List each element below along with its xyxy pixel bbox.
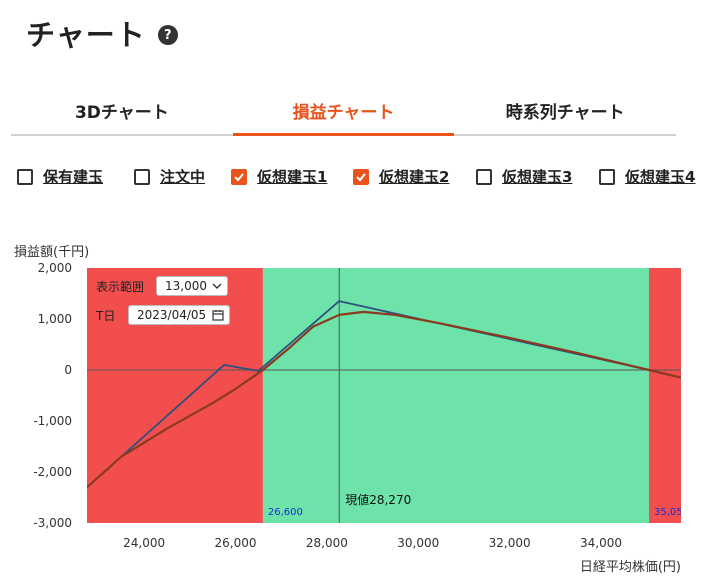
- x-tick-label: 28,000: [306, 536, 348, 550]
- checkbox-item[interactable]: 仮想建玉3: [476, 166, 572, 187]
- y-tick-label: -3,000: [33, 516, 72, 530]
- checkbox-label[interactable]: 仮想建玉2: [379, 168, 450, 186]
- y-tick-label: -1,000: [33, 414, 72, 428]
- checkbox-item[interactable]: 注文中: [134, 166, 205, 187]
- checkbox-label[interactable]: 注文中: [160, 168, 206, 186]
- loss-zone: [649, 268, 681, 523]
- checkbox-item[interactable]: 保有建玉: [17, 166, 103, 187]
- tdate-control: T日 2023/04/05: [96, 305, 230, 325]
- x-tick-label: 30,000: [397, 536, 439, 550]
- checkbox[interactable]: [476, 168, 492, 185]
- range-value: 13,000: [165, 279, 207, 293]
- page-header: チャート ?: [26, 12, 178, 54]
- checkbox[interactable]: [599, 168, 615, 185]
- calendar-icon: [212, 310, 224, 321]
- y-tick-label: 1,000: [38, 312, 72, 326]
- breakeven-label: 35,050: [654, 507, 689, 518]
- checkbox-label[interactable]: 保有建玉: [43, 168, 104, 186]
- help-icon[interactable]: ?: [157, 25, 178, 45]
- range-select[interactable]: 13,000: [156, 276, 228, 296]
- y-tick-label: 0: [64, 363, 72, 377]
- x-axis-label: 日経平均株価(円): [579, 560, 681, 575]
- checkbox-label[interactable]: 仮想建玉4: [625, 168, 696, 186]
- checkbox[interactable]: [17, 168, 33, 185]
- checkbox-item[interactable]: 仮想建玉2: [353, 166, 449, 187]
- checkbox-label[interactable]: 仮想建玉3: [502, 168, 573, 186]
- check-icon: [356, 172, 366, 181]
- tab-3d-chart[interactable]: 3Dチャート: [74, 103, 169, 123]
- tdate-label: T日: [96, 308, 116, 323]
- tab-timeseries-chart[interactable]: 時系列チャート: [505, 103, 625, 123]
- checkbox[interactable]: [353, 168, 369, 185]
- x-tick-label: 26,000: [215, 536, 257, 550]
- x-tick-label: 34,000: [580, 536, 622, 550]
- profit-zone: [262, 268, 650, 523]
- x-tick-label: 24,000: [123, 536, 165, 550]
- y-axis-label: 損益額(千円): [14, 245, 90, 260]
- y-tick-label: -2,000: [33, 465, 72, 479]
- checkbox-label[interactable]: 仮想建玉1: [257, 168, 328, 186]
- x-tick-label: 32,000: [489, 536, 531, 550]
- breakeven-label: 26,600: [268, 507, 303, 518]
- tdate-input[interactable]: 2023/04/05: [128, 305, 230, 325]
- chevron-down-icon: [212, 283, 222, 289]
- tab-pl-chart[interactable]: 損益チャート: [232, 88, 455, 136]
- checkbox-item[interactable]: 仮想建玉1: [231, 166, 327, 187]
- range-label: 表示範囲: [96, 279, 145, 294]
- range-control: 表示範囲 13,000: [96, 276, 228, 296]
- series-line-current: [87, 310, 681, 489]
- checkbox[interactable]: [231, 168, 247, 185]
- checkbox[interactable]: [134, 168, 150, 185]
- tdate-value: 2023/04/05: [137, 308, 207, 322]
- checkbox-item[interactable]: 仮想建玉4: [599, 166, 695, 187]
- y-tick-label: 2,000: [38, 261, 72, 275]
- page-title: チャート: [26, 18, 146, 52]
- check-icon: [234, 172, 244, 181]
- current-price-label: 現値28,270: [345, 492, 411, 507]
- chart-tabs: 3Dチャート 損益チャート 時系列チャート: [11, 88, 676, 136]
